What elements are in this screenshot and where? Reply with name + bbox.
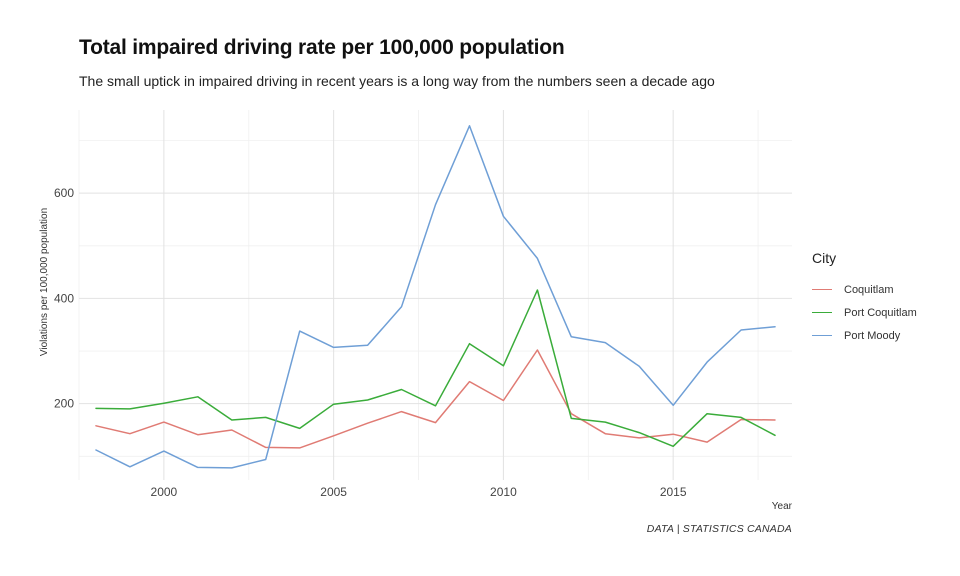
minor-gridlines <box>78 110 792 480</box>
x-tick-label: 2010 <box>490 485 517 499</box>
chart-title: Total impaired driving rate per 100,000 … <box>79 36 565 59</box>
series-line-port-moody <box>95 125 776 469</box>
major-gridlines <box>79 110 792 480</box>
y-tick-label: 400 <box>54 291 74 305</box>
legend-item-coquitlam: Coquitlam <box>812 278 917 301</box>
x-tick-label: 2005 <box>320 485 347 499</box>
x-axis-title: Year <box>772 501 793 512</box>
legend-swatch-port-moody <box>812 335 832 336</box>
y-tick-label: 600 <box>54 186 74 200</box>
legend-item-port-coquitlam: Port Coquitlam <box>812 301 917 324</box>
legend-label-coquitlam: Coquitlam <box>844 283 894 296</box>
y-tick-label: 200 <box>54 397 74 411</box>
series-line-coquitlam <box>95 349 776 449</box>
legend-title: City <box>812 250 837 266</box>
chart-subtitle: The small uptick in impaired driving in … <box>79 73 715 89</box>
legend-swatch-port-coquitlam <box>812 312 832 313</box>
series-line-port-coquitlam <box>95 289 776 448</box>
legend-item-port-moody: Port Moody <box>812 324 917 347</box>
legend-label-port-coquitlam: Port Coquitlam <box>844 306 917 319</box>
legend-label-port-moody: Port Moody <box>844 329 901 342</box>
legend: City Coquitlam Port Coquitlam Port Moody <box>812 250 917 347</box>
x-tick-label: 2015 <box>660 485 687 499</box>
legend-swatch-coquitlam <box>812 289 832 290</box>
chart-caption: DATA | STATISTICS CANADA <box>646 523 792 535</box>
tick-labels: 2000 2005 2010 2015 200 400 600 <box>54 186 687 499</box>
x-tick-label: 2000 <box>151 485 178 499</box>
series-lines <box>95 125 776 469</box>
y-axis-title: Violations per 100,000 population <box>39 208 50 356</box>
